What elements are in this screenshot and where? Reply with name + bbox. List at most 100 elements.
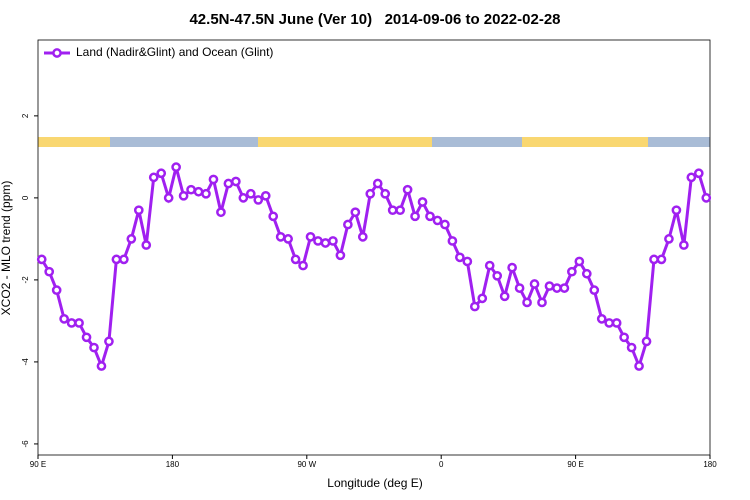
data-point — [387, 205, 398, 216]
data-point — [372, 178, 383, 189]
data-point — [686, 172, 697, 183]
data-point — [395, 205, 405, 216]
data-point — [328, 236, 338, 246]
y-axis-label: XCO2 - MLO trend (ppm) — [0, 181, 13, 316]
data-point — [701, 193, 712, 203]
data-point — [402, 184, 413, 195]
data-point — [126, 234, 137, 244]
data-point — [581, 268, 592, 279]
land-ocean-strip — [38, 137, 710, 147]
x-axis-label: Longitude (deg E) — [327, 476, 422, 490]
x-tick-label: 180 — [703, 460, 717, 469]
data-point — [469, 301, 480, 312]
data-point — [290, 254, 301, 265]
x-tick-label: 90 W — [297, 460, 316, 469]
data-point — [238, 193, 249, 203]
data-point — [186, 184, 196, 195]
data-point — [81, 332, 92, 343]
data-point — [410, 211, 420, 222]
x-tick-label: 90 E — [30, 460, 46, 469]
data-point — [156, 168, 167, 179]
data-point — [133, 205, 144, 216]
data-point — [537, 297, 547, 308]
x-tick-label: 180 — [166, 460, 180, 469]
data-point — [641, 336, 652, 347]
y-tick-label: -6 — [21, 440, 30, 448]
ocean-band — [110, 137, 258, 147]
data-point — [507, 262, 517, 273]
data-point — [260, 190, 271, 201]
data-point — [51, 285, 62, 295]
data-point — [44, 266, 55, 277]
data-point — [514, 283, 525, 293]
ocean-band — [432, 137, 522, 147]
data-point — [664, 234, 674, 244]
data-line — [40, 166, 708, 371]
data-point — [656, 254, 667, 265]
data-point — [671, 205, 682, 216]
data-point — [111, 254, 122, 265]
data-point — [574, 256, 585, 267]
land-band — [522, 137, 648, 147]
ocean-band — [648, 137, 710, 147]
data-point — [320, 238, 331, 248]
data-point — [343, 219, 353, 230]
y-tick-label: -2 — [21, 276, 30, 284]
data-point — [89, 342, 99, 353]
data-point — [522, 297, 532, 308]
data-point — [148, 172, 159, 183]
data-point — [462, 256, 473, 267]
x-tick-label: 0 — [439, 460, 444, 469]
data-point — [589, 285, 600, 295]
data-point — [178, 190, 189, 201]
data-point — [104, 336, 114, 347]
data-point — [529, 279, 540, 289]
data-point — [544, 281, 555, 291]
data-point — [36, 254, 47, 265]
data-point — [447, 236, 458, 246]
data-point — [305, 231, 316, 242]
data-point — [96, 361, 107, 371]
data-point — [298, 260, 308, 271]
data-point — [455, 252, 465, 263]
data-point — [350, 207, 361, 218]
y-tick-label: 2 — [21, 113, 30, 118]
data-point — [253, 195, 264, 205]
data-point — [596, 314, 607, 324]
legend-label: Land (Nadir&Glint) and Ocean (Glint) — [76, 45, 273, 59]
data-point — [365, 188, 376, 199]
data-point — [425, 211, 435, 222]
plot-frame — [37, 39, 711, 456]
data-point — [484, 260, 495, 271]
data-point — [223, 178, 234, 189]
data-point — [275, 231, 286, 242]
data-point — [649, 254, 659, 265]
data-point — [626, 342, 637, 353]
data-point — [119, 254, 129, 265]
data-point — [163, 193, 174, 203]
data-point — [245, 188, 256, 199]
data-point — [380, 188, 391, 199]
data-point — [619, 332, 629, 343]
data-point — [208, 174, 219, 185]
data-point — [567, 266, 577, 277]
data-point — [679, 240, 689, 250]
y-tick-label: -4 — [21, 358, 30, 366]
data-point — [357, 231, 368, 242]
data-point — [559, 283, 570, 293]
data-point — [268, 211, 279, 222]
data-point — [611, 318, 622, 328]
data-point — [417, 197, 428, 207]
data-point — [231, 176, 241, 187]
data-point — [193, 186, 204, 197]
data-point — [216, 207, 226, 218]
y-tick-label: 0 — [21, 195, 30, 200]
x-tick-label: 90 E — [567, 460, 583, 469]
land-band — [38, 137, 110, 147]
data-point — [74, 318, 84, 328]
data-point — [477, 293, 488, 304]
data-point — [141, 240, 152, 250]
data-point — [693, 168, 704, 179]
land-band — [258, 137, 432, 147]
